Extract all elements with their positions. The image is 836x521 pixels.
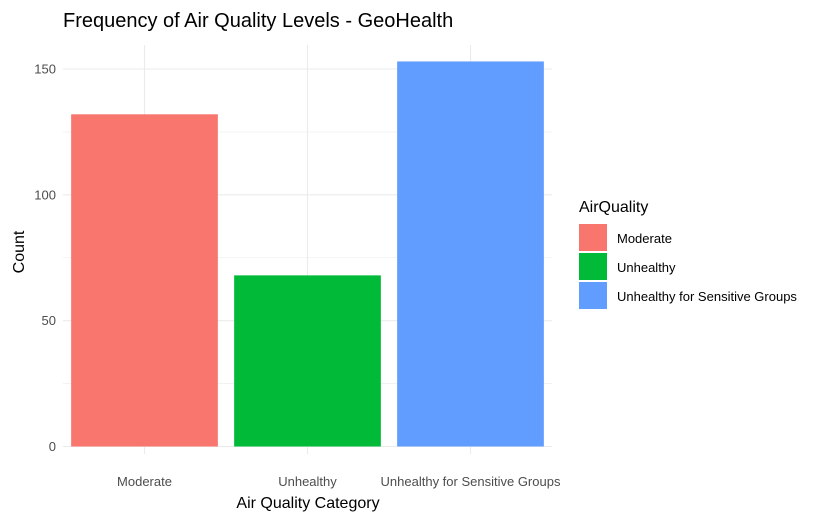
legend-label: Unhealthy for Sensitive Groups <box>617 289 797 304</box>
legend-label: Moderate <box>617 231 672 246</box>
legend-swatch <box>579 253 607 280</box>
y-axis-ticks: 0 50 100 150 <box>34 62 56 454</box>
legend-title: AirQuality <box>579 199 648 216</box>
legend-swatch <box>579 224 607 251</box>
legend-swatch <box>579 282 607 309</box>
y-tick-label: 150 <box>34 62 56 77</box>
x-tick-label: Unhealthy for Sensitive Groups <box>381 474 561 489</box>
bar-unhealthy-for-sensitive-groups <box>397 61 544 447</box>
legend-items: Moderate Unhealthy Unhealthy for Sensitive… <box>579 224 797 309</box>
chart-title: Frequency of Air Quality Levels - GeoHea… <box>63 10 453 32</box>
bar-moderate <box>71 114 218 447</box>
legend-label: Unhealthy <box>617 260 676 275</box>
y-axis-title: Count <box>11 230 28 273</box>
y-tick-label: 100 <box>34 187 56 202</box>
x-axis-title: Air Quality Category <box>236 495 379 512</box>
x-axis-ticks: Moderate Unhealthy Unhealthy for Sensitive… <box>117 474 561 489</box>
x-tick-label: Moderate <box>117 474 172 489</box>
y-tick-label: 0 <box>49 439 56 454</box>
bars <box>71 61 544 447</box>
y-tick-label: 50 <box>42 313 56 328</box>
legend: AirQuality Moderate Unhealthy Unhealthy fo… <box>579 199 797 309</box>
x-tick-label: Unhealthy <box>278 474 337 489</box>
bar-unhealthy <box>234 275 381 447</box>
